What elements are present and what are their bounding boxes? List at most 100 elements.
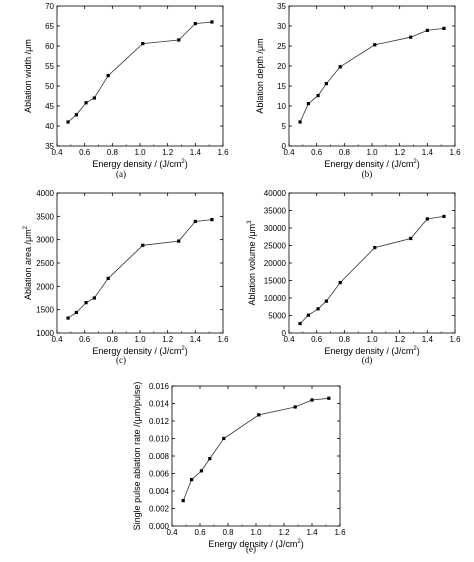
chart-panel-5: 0.4 0.6 0.8 1.0 1.2 1.4 1.6 0.000 0.002 0.004 0.00…: [132, 382, 346, 554]
data-point: [327, 396, 331, 400]
x-tick-label: 1.4: [306, 528, 318, 537]
data-point: [306, 313, 310, 317]
y-tick-label: 35: [45, 142, 54, 151]
data-point: [84, 101, 88, 105]
x-tick-label: 1.2: [394, 335, 406, 344]
data-point: [84, 301, 88, 305]
y-tick-label: 60: [45, 42, 54, 51]
y-tick-label: 15000: [264, 277, 287, 286]
x-tick-label: 0.4: [283, 148, 295, 157]
y-axis-title-text: Ablation width /μm: [23, 39, 33, 113]
x-axis-title-sup: 2: [297, 539, 301, 545]
plot-frame: [56, 5, 224, 147]
x-tick-label: 1.2: [162, 335, 174, 344]
x-tick-label: 1.6: [449, 148, 461, 157]
data-point: [306, 102, 310, 106]
x-tick-label: 1.4: [190, 148, 202, 157]
y-tick-label: 65: [45, 22, 54, 31]
y-axis-title-text: Single pulse ablation rate /(μm/pulse): [132, 382, 142, 531]
x-tick-label: 0.4: [283, 335, 295, 344]
y-tick-label: 1500: [36, 306, 54, 315]
y-tick-label: 0.000: [149, 522, 170, 531]
data-point: [66, 316, 70, 320]
data-point: [193, 22, 197, 26]
y-tick-label: 0: [282, 142, 287, 151]
data-point: [310, 398, 314, 402]
y-axis-title: Ablation volume /μm3: [247, 220, 257, 306]
y-tick-label: 15: [277, 82, 286, 91]
x-tick-label: 0.6: [311, 148, 323, 157]
data-point: [442, 26, 446, 30]
y-tick-label: 70: [45, 2, 54, 11]
x-tick-label: 1.0: [134, 335, 146, 344]
x-tick-label: 0.6: [311, 335, 323, 344]
data-point: [106, 74, 110, 78]
data-point: [373, 43, 377, 47]
x-axis-title-sup: 2: [181, 346, 185, 352]
data-point: [199, 469, 203, 473]
y-tick-label: 0.010: [149, 435, 170, 444]
x-axis-title: Energy density / (J/cm2): [208, 539, 303, 549]
x-tick-label: 0.8: [222, 528, 234, 537]
x-tick-label: 0.8: [339, 335, 351, 344]
y-tick-label: 35: [277, 2, 286, 11]
x-tick-label: 0.6: [79, 335, 91, 344]
y-tick-label: 3000: [36, 236, 54, 245]
chart-panel-3: 0.4 0.6 0.8 1.0 1.2 1.4 1.6 1000 1500 2000 2500 300…: [23, 189, 229, 365]
data-point: [409, 35, 413, 39]
data-point: [181, 499, 185, 503]
x-tick-label: 1.6: [334, 528, 346, 537]
x-tick-label: 1.4: [422, 148, 434, 157]
data-point: [298, 120, 302, 124]
y-axis-title: Ablation area /μm2: [23, 225, 33, 300]
y-tick-label: 3500: [36, 212, 54, 221]
y-tick-label: 0: [282, 329, 287, 338]
data-point: [92, 96, 96, 100]
data-point: [222, 436, 226, 441]
data-point: [293, 405, 297, 409]
data-point: [92, 296, 96, 300]
y-tick-label: 25: [277, 42, 286, 51]
x-axis-title-text: Energy density / (J/cm: [324, 346, 413, 356]
series-line: [67, 21, 212, 123]
chart-panel-2: 0.4 0.6 0.8 1.0 1.2 1.4 1.6 0 5 10 15 20 25 30 35 Energ…: [255, 2, 461, 179]
panel-caption: (e): [246, 544, 256, 554]
data-point: [74, 310, 78, 315]
y-tick-label: 30000: [264, 224, 287, 233]
data-point: [106, 276, 110, 280]
x-tick-label: 1.6: [217, 335, 229, 344]
data-point: [177, 38, 181, 42]
data-point: [298, 321, 302, 326]
y-tick-label: 20: [277, 62, 286, 71]
y-axis-title: Single pulse ablation rate /(μm/pulse): [132, 382, 142, 531]
y-tick-label: 45: [45, 102, 54, 111]
y-tick-label: 5000: [268, 312, 286, 321]
x-axis-title-sup: 2: [413, 346, 417, 352]
y-axis-title: Ablation depth /μm: [255, 38, 265, 113]
data-point: [316, 94, 320, 98]
y-tick-label: 40000: [264, 189, 287, 198]
x-tick-label: 1.6: [217, 148, 229, 157]
x-tick-label: 1.0: [250, 528, 262, 537]
x-tick-label: 0.8: [107, 148, 119, 157]
series-line: [299, 216, 444, 324]
x-axis-title-tail: ): [185, 159, 188, 169]
x-tick-label: 1.2: [162, 148, 174, 157]
y-tick-label: 30: [277, 22, 286, 31]
x-axis-title: Energy density / (J/cm2): [324, 159, 419, 169]
x-axis-title-text: Energy density / (J/cm: [92, 346, 181, 356]
data-point: [141, 243, 145, 247]
data-point: [425, 28, 429, 32]
y-tick-label: 4000: [36, 189, 54, 198]
data-point: [193, 219, 197, 224]
panel-caption: (b): [362, 169, 373, 179]
x-tick-label: 0.8: [107, 335, 119, 344]
data-point: [338, 65, 342, 69]
y-tick-label: 0.002: [149, 505, 170, 514]
x-axis-title-tail: ): [301, 539, 304, 549]
x-tick-label: 1.6: [449, 335, 461, 344]
x-tick-label: 0.8: [339, 148, 351, 157]
y-axis-title: Ablation width /μm: [23, 39, 33, 113]
data-point: [324, 299, 328, 303]
